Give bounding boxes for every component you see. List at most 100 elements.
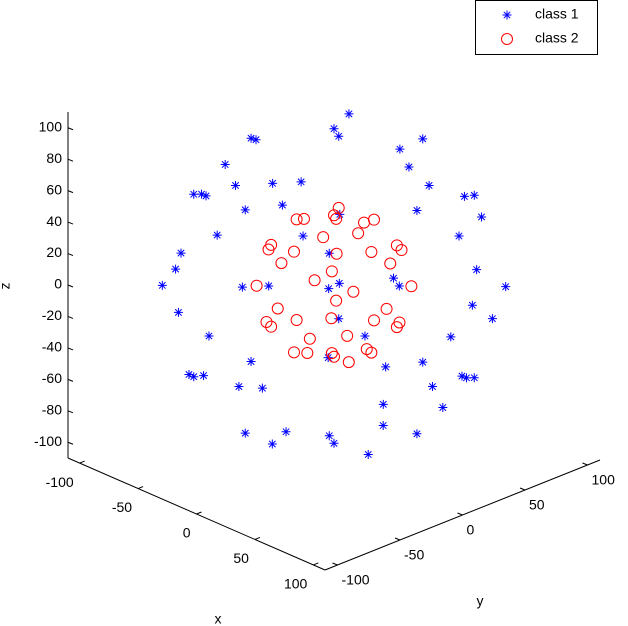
marker-circle xyxy=(330,212,343,225)
marker-star xyxy=(240,428,250,438)
marker-circle xyxy=(262,243,275,256)
marker-star xyxy=(424,180,434,190)
marker-star xyxy=(296,177,306,187)
marker-circle xyxy=(325,347,338,360)
z-tick xyxy=(67,158,74,162)
z-tick xyxy=(67,378,74,382)
marker-circle xyxy=(260,315,273,328)
axes: -100 -50 0 50 100 -100 -50 0 50 100 -100 -80 -60 -40 -… xyxy=(34,112,615,592)
marker-star xyxy=(438,403,448,413)
y-tick xyxy=(582,462,588,466)
marker-circle xyxy=(360,343,373,356)
marker-star xyxy=(197,189,207,199)
y-tick-label: -50 xyxy=(404,547,424,563)
marker-circle xyxy=(347,285,360,298)
y-tick-label: 50 xyxy=(529,497,545,513)
y-tick-label: 100 xyxy=(592,472,616,488)
marker-star xyxy=(334,314,344,324)
marker-star xyxy=(404,162,414,172)
x-tick-label: -50 xyxy=(112,499,132,515)
z-tick-label: -40 xyxy=(42,339,62,355)
y-tick xyxy=(394,537,401,541)
marker-circle xyxy=(271,302,284,315)
marker-star xyxy=(501,282,511,292)
marker-star xyxy=(427,382,437,392)
z-tick-label: 100 xyxy=(39,118,63,134)
marker-star xyxy=(334,278,344,288)
y-tick xyxy=(332,562,338,566)
marker-star xyxy=(246,133,256,143)
marker-circle xyxy=(390,239,403,252)
marker-circle xyxy=(290,314,303,327)
y-tick-label: 0 xyxy=(467,522,475,538)
y-tick xyxy=(457,512,463,516)
z-tick xyxy=(67,315,74,319)
marker-circle xyxy=(332,201,345,214)
marker-circle xyxy=(395,244,408,257)
marker-star xyxy=(240,205,250,215)
legend: class 1 class 2 xyxy=(475,0,598,55)
marker-star xyxy=(173,307,183,317)
z-tick-label: 20 xyxy=(46,244,62,260)
marker-circle xyxy=(405,280,418,293)
marker-circle xyxy=(342,356,355,369)
marker-circle xyxy=(301,346,314,359)
marker-circle xyxy=(325,312,338,325)
marker-star xyxy=(267,439,277,449)
marker-star xyxy=(472,265,482,275)
marker-star xyxy=(251,135,261,145)
marker-circle xyxy=(250,279,263,292)
marker-circle xyxy=(288,245,300,258)
z-tick-label: -20 xyxy=(42,307,62,323)
marker-star xyxy=(378,399,388,409)
z-tick-label: -80 xyxy=(42,402,62,418)
marker-star xyxy=(418,357,428,367)
z-tick xyxy=(67,284,74,288)
marker-circle xyxy=(368,213,380,226)
x-tick xyxy=(137,486,144,490)
marker-star xyxy=(344,109,354,119)
marker-star xyxy=(264,281,274,291)
z-tick-label: 0 xyxy=(54,276,62,292)
marker-circle xyxy=(303,332,316,345)
marker-star xyxy=(281,427,291,437)
x-tick-label: 50 xyxy=(233,550,249,566)
marker-circle xyxy=(365,245,378,258)
marker-star xyxy=(277,200,287,210)
marker-star xyxy=(334,131,344,141)
z-tick xyxy=(67,347,74,351)
marker-circle xyxy=(368,314,380,327)
y-axis-label: y xyxy=(477,593,484,609)
marker-star xyxy=(176,248,186,258)
marker-star xyxy=(469,373,479,383)
marker-star xyxy=(467,300,477,310)
marker-star xyxy=(199,371,209,381)
x-tick xyxy=(196,511,202,515)
marker-circle xyxy=(384,257,397,270)
x-tick xyxy=(254,536,261,540)
marker-circle xyxy=(297,212,310,225)
marker-star xyxy=(381,362,391,372)
marker-circle xyxy=(288,346,300,359)
marker-circle xyxy=(308,274,321,287)
marker-star xyxy=(412,205,422,215)
z-tick-label: 80 xyxy=(46,150,62,166)
marker-circle xyxy=(330,294,343,307)
marker-circle xyxy=(317,231,330,244)
marker-star xyxy=(324,284,334,294)
marker-circle xyxy=(393,316,406,329)
marker-circle xyxy=(275,257,288,270)
marker-star xyxy=(220,159,230,169)
marker-star xyxy=(457,371,467,381)
x-tick-label: -100 xyxy=(46,474,74,490)
x-tick-label: 100 xyxy=(284,576,308,592)
marker-circle xyxy=(501,33,513,45)
x-tick-label: 0 xyxy=(183,525,191,541)
marker-circle xyxy=(380,302,393,315)
marker-circle xyxy=(265,320,278,333)
marker-star xyxy=(487,314,497,324)
z-tick xyxy=(67,190,74,194)
marker-star xyxy=(329,438,339,448)
marker-star xyxy=(234,382,244,392)
